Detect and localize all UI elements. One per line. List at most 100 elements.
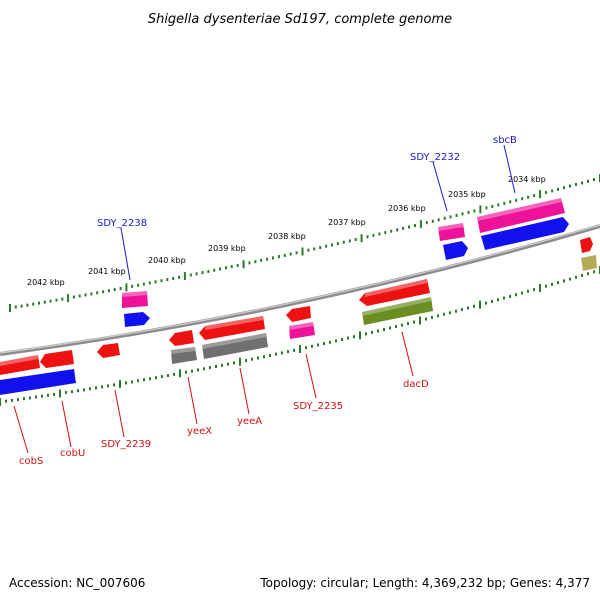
minor-tick (413, 320, 415, 324)
minor-tick (107, 289, 110, 293)
minor-tick (173, 372, 175, 376)
minor-tick (461, 308, 463, 312)
minor-tick (449, 215, 452, 219)
gene-label-yeex[interactable]: yeeX (187, 426, 212, 437)
minor-tick (155, 376, 157, 380)
minor-tick (503, 296, 505, 300)
major-tick (242, 260, 245, 269)
minor-tick (107, 384, 109, 388)
inner-tick-track (0, 266, 600, 406)
minor-tick (311, 344, 313, 348)
leader-line (120, 227, 131, 281)
minor-tick (521, 291, 523, 295)
major-tick (59, 389, 61, 398)
minor-tick (166, 278, 169, 282)
gene-feature[interactable] (443, 241, 468, 260)
minor-tick (365, 332, 367, 336)
gene-feature[interactable] (97, 343, 120, 358)
minor-tick (197, 368, 199, 372)
minor-tick (461, 212, 464, 216)
minor-tick (467, 210, 470, 214)
minor-tick (14, 305, 17, 309)
minor-tick (254, 260, 257, 264)
outer-tick-track (9, 174, 600, 312)
minor-tick (213, 268, 216, 272)
scale-label-2036: 2036 kbp (388, 204, 426, 213)
gene-feature[interactable] (481, 217, 569, 250)
minor-tick (402, 226, 405, 230)
minor-tick (317, 343, 319, 347)
gene-label-dacd[interactable]: dacD (403, 379, 429, 390)
minor-tick (191, 369, 193, 373)
minor-tick (125, 381, 127, 385)
minor-tick (329, 340, 331, 344)
gene-label-sdy2238[interactable]: SDY_2238 (97, 218, 147, 229)
gene-label-cobu[interactable]: cobU (60, 448, 85, 459)
gene-feature[interactable] (581, 255, 597, 271)
gene-label-sbcb[interactable]: sbcB (493, 135, 517, 146)
minor-tick (251, 357, 253, 361)
minor-tick (201, 271, 204, 275)
gene-feature[interactable] (477, 198, 565, 233)
minor-tick (26, 303, 29, 307)
gene-feature[interactable] (124, 312, 150, 327)
minor-tick (293, 348, 295, 352)
minor-tick (131, 380, 133, 384)
gene-label-yeea[interactable]: yeeA (237, 416, 262, 427)
gene-label-sdy2239[interactable]: SDY_2239 (101, 439, 151, 450)
minor-tick (142, 282, 145, 286)
gene-feature[interactable] (580, 237, 593, 253)
minor-tick (319, 246, 322, 250)
major-tick (125, 283, 128, 292)
gene-feature[interactable] (0, 355, 40, 375)
minor-tick (113, 288, 116, 292)
gene-feature[interactable] (362, 297, 433, 325)
gene-label-sdy2232[interactable]: SDY_2232 (410, 152, 460, 163)
minor-tick (437, 218, 440, 222)
minor-tick (515, 293, 517, 297)
major-tick (239, 357, 241, 366)
label-leader-lines (13, 144, 516, 454)
minor-tick (154, 280, 157, 284)
minor-tick (533, 194, 536, 198)
gene-feature[interactable] (169, 330, 194, 346)
minor-tick (95, 386, 97, 390)
gene-feature[interactable] (122, 291, 148, 308)
minor-tick (113, 383, 115, 387)
gene-feature[interactable] (202, 333, 268, 359)
leader-line (239, 367, 250, 415)
gene-label-cobs[interactable]: cobS (19, 456, 43, 467)
minor-tick (347, 336, 349, 340)
gene-feature[interactable] (0, 369, 76, 395)
gene-label-sdy2235[interactable]: SDY_2235 (293, 401, 343, 412)
minor-tick (272, 256, 274, 260)
gene-feature[interactable] (40, 350, 74, 368)
gene-feature[interactable] (438, 223, 465, 241)
gene-feature[interactable] (286, 306, 311, 322)
minor-tick (443, 216, 446, 220)
minor-tick (467, 306, 469, 310)
minor-tick (593, 178, 595, 182)
minor-tick (354, 238, 357, 241)
gene-feature[interactable] (171, 347, 197, 364)
minor-tick (20, 304, 23, 308)
minor-tick (503, 201, 506, 205)
gene-feature[interactable] (359, 279, 430, 306)
minor-tick (396, 228, 399, 232)
major-tick (299, 345, 301, 353)
minor-tick (497, 203, 500, 207)
gene-feature[interactable] (289, 322, 315, 339)
scale-label-2038: 2038 kbp (268, 232, 306, 241)
minor-tick (384, 231, 387, 235)
minor-tick (260, 258, 263, 262)
minor-tick (230, 265, 233, 269)
minor-tick (323, 342, 325, 346)
minor-tick (29, 396, 31, 400)
minor-tick (557, 187, 559, 191)
minor-tick (491, 299, 493, 303)
minor-tick (148, 281, 151, 285)
gene-feature[interactable] (199, 316, 265, 340)
minor-tick (527, 195, 530, 199)
minor-tick (307, 248, 310, 252)
